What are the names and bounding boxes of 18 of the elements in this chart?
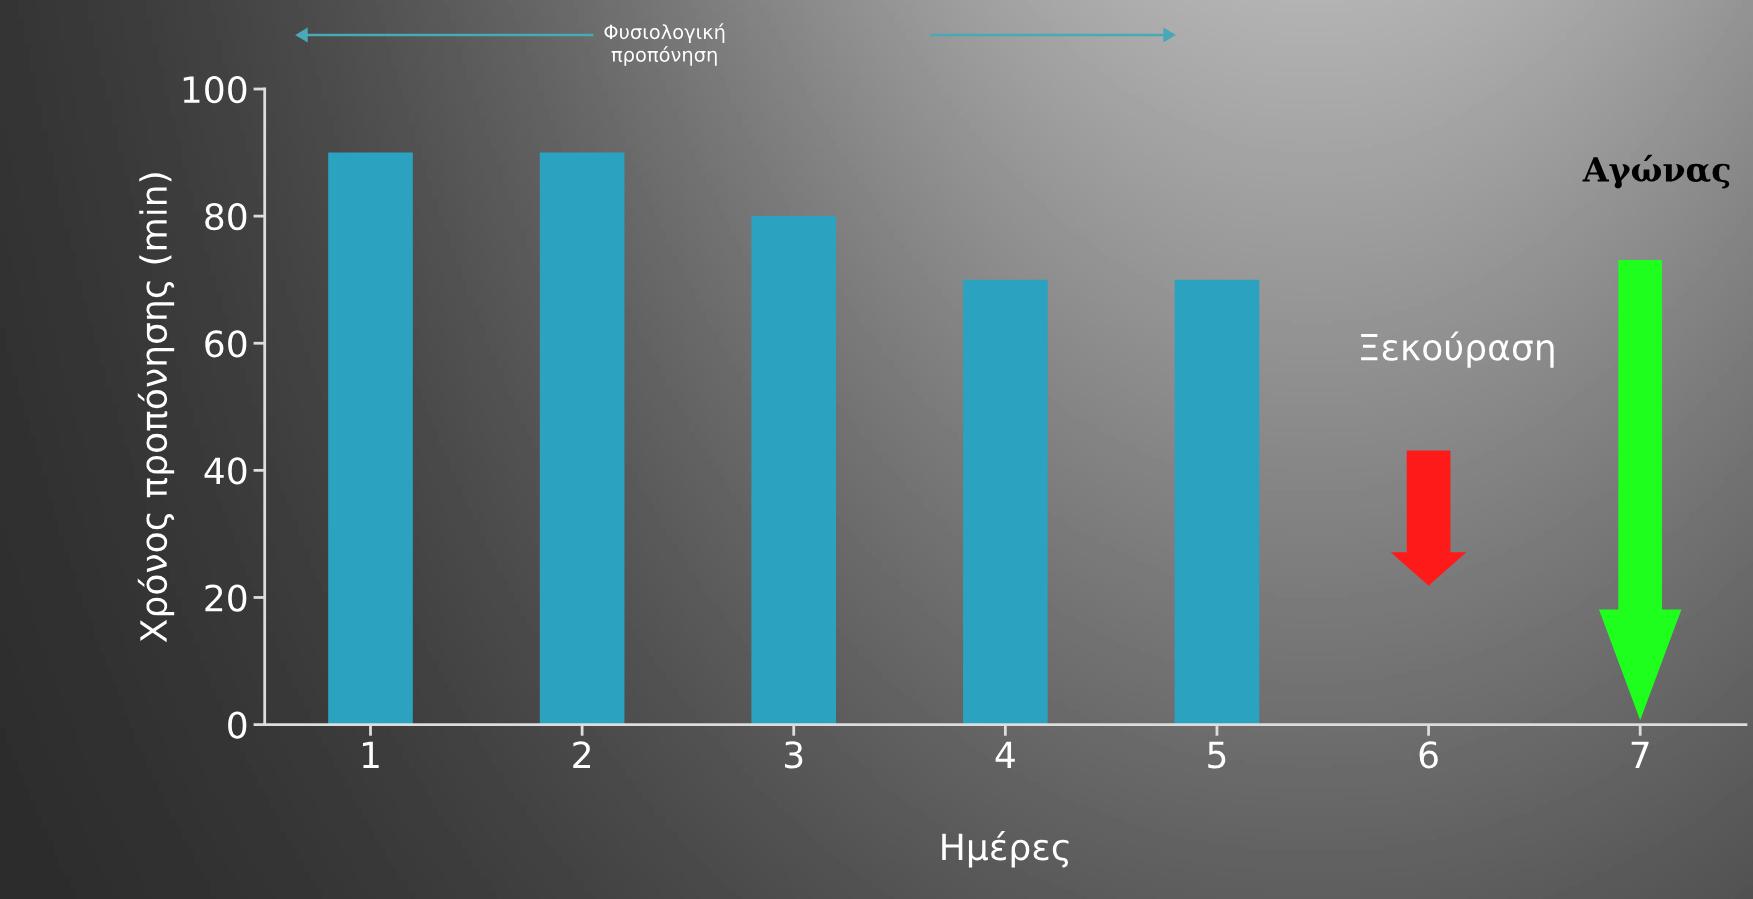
y-axis-title: Χρόνος προπόνησης (min) [137,173,175,643]
text: Φυσιολογική προπόνηση [604,23,725,66]
annotation: Ξεκούραση [1361,331,1554,368]
y-tick-label: 80 [205,203,247,231]
x-tick-label: 6 [1419,741,1438,769]
y-tick-label: 60 [205,330,247,358]
x-tick-label: 5 [1208,741,1226,769]
annotation: Αγώνας [1582,154,1730,189]
x-tick-label: 2 [573,741,590,769]
x-axis-title: Ημέρες [942,831,1069,868]
y-tick-label: 100 [183,75,247,104]
x-tick-label: 3 [785,741,803,769]
x-tick-label: 7 [1631,741,1649,769]
x-tick-label: 1 [362,741,379,769]
x-tick-label: 4 [995,741,1015,769]
y-tick-label: 40 [204,457,247,485]
y-tick-label: 20 [205,584,247,612]
y-tick-label: 0 [228,711,247,739]
